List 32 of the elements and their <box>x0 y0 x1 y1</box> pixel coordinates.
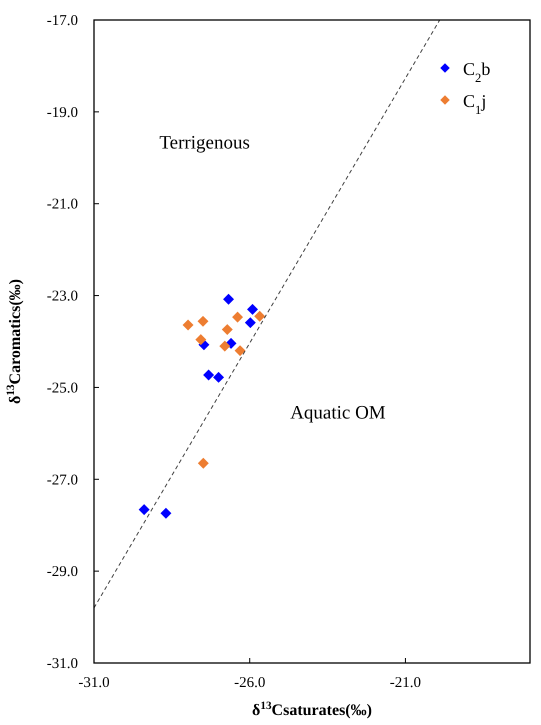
point <box>138 504 150 516</box>
y-tick-label: -23.0 <box>46 288 78 305</box>
y-tick-label: -29.0 <box>46 564 78 580</box>
y-tick-label: -19.0 <box>46 104 78 121</box>
point <box>203 370 214 381</box>
y-tick-label: -17.0 <box>46 13 78 29</box>
x-tick-label: -21.0 <box>390 675 422 691</box>
annotation: Aquatic OM <box>290 402 386 424</box>
point <box>219 340 230 352</box>
legend-label: C$_{1}$j <box>463 91 486 117</box>
legend-label: C$_{2}$b <box>463 59 490 85</box>
x-axis-title: δ$^{13}$Csaturates(‰) <box>252 700 372 719</box>
point <box>232 312 244 323</box>
y-tick-label: -27.0 <box>46 472 78 488</box>
y-tick-label: -25.0 <box>46 380 78 396</box>
y-tick-label: -31.0 <box>46 656 78 672</box>
point <box>213 372 224 383</box>
point <box>244 317 256 328</box>
annotation: Terrigenous <box>159 132 250 154</box>
point <box>198 458 209 469</box>
point <box>223 294 234 305</box>
x-tick-label: -26.0 <box>234 675 266 691</box>
point <box>182 319 194 330</box>
point <box>247 304 258 315</box>
point <box>198 316 208 327</box>
x-tick-label: -31.0 <box>78 675 110 691</box>
point <box>160 508 172 519</box>
point <box>254 310 266 322</box>
point <box>222 324 233 336</box>
point <box>195 334 206 346</box>
y-tick-label: -21.0 <box>46 196 78 213</box>
point <box>234 345 246 356</box>
